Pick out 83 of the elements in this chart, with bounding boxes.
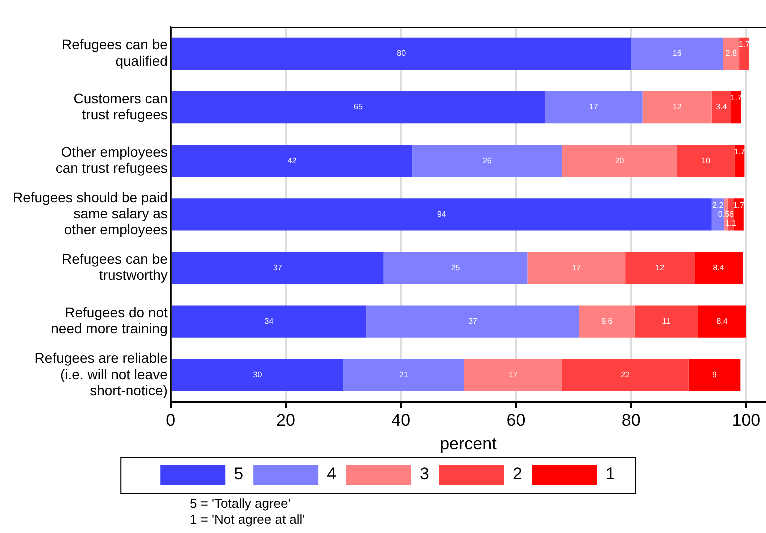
y-tick-label: Other employees can trust refugees [56, 144, 168, 176]
y-tick-label: Refugees should be paid same salary as other employees [12, 189, 168, 238]
data-label: 1.1 [725, 218, 738, 228]
x-tick-label: 80 [622, 411, 641, 430]
text: 5 = 'Totally agree' [190, 496, 292, 512]
data-label: 10 [702, 156, 712, 166]
data-label: 25 [451, 263, 461, 272]
legend-label: 3 [420, 464, 430, 484]
y-tick-label: Customers can trust refugees [74, 90, 168, 122]
bar [544, 91, 643, 124]
data-label: 42 [288, 156, 298, 166]
data-label: 22 [621, 370, 631, 380]
data-label: 16 [672, 49, 682, 58]
text: 1 = 'Not agree at all' [190, 512, 306, 528]
x-tick-label: 20 [276, 411, 296, 430]
data-label: 20 [615, 156, 625, 166]
bar [580, 306, 635, 338]
y-tick-label: Refugees do not need more training [51, 304, 168, 337]
bar [740, 38, 750, 70]
legend-label: 2 [512, 464, 522, 484]
bar [172, 359, 344, 392]
data-label: 17 [572, 263, 582, 272]
bar [464, 359, 562, 392]
data-label: 37 [273, 263, 283, 272]
bar [712, 91, 732, 124]
bar [698, 306, 746, 338]
data-label: 3.4 [716, 102, 728, 112]
data-label: 94 [437, 210, 447, 219]
data-label: 80 [397, 49, 407, 58]
bar [634, 306, 698, 338]
data-label: 9 [712, 370, 718, 380]
data-label: 12 [672, 102, 682, 112]
legend-label: 1 [606, 464, 616, 484]
data-label: 2.8 [726, 49, 738, 58]
data-label: 11 [662, 317, 672, 326]
data-label: 1.7 [733, 200, 746, 210]
x-tick-label: 0 [166, 411, 176, 430]
data-label: 8.4 [713, 263, 725, 272]
data-label: 21 [400, 370, 409, 380]
y-tick-label: Refugees can be trustworthy [62, 251, 168, 284]
y-tick-label: Refugees are reliable (i.e. will not leave short-notice) [34, 350, 168, 398]
bar [562, 359, 689, 392]
bar [626, 252, 695, 284]
x-tick-label: 60 [506, 411, 526, 430]
data-label: 8.4 [716, 317, 728, 326]
data-label: 12 [656, 263, 666, 272]
bar [734, 198, 744, 231]
data-label: 65 [354, 102, 364, 112]
bar [172, 252, 384, 284]
bar [642, 91, 712, 124]
bar [677, 145, 735, 178]
data-label: 37 [468, 317, 478, 326]
data-label: 9.6 [602, 317, 614, 326]
x-tick-label: 100 [732, 411, 761, 430]
data-label: 30 [253, 370, 263, 380]
bar [384, 252, 528, 284]
legend-label: 5 [234, 464, 244, 484]
bar [528, 252, 626, 284]
bar [631, 38, 724, 70]
bar [172, 91, 545, 124]
bar [723, 38, 740, 70]
data-label: 17 [589, 102, 599, 112]
bar [412, 145, 562, 178]
bar [366, 306, 580, 338]
legend-label: 4 [327, 464, 337, 484]
bar [172, 198, 712, 231]
data-label: 34 [264, 317, 274, 326]
data-label: 2.2 [712, 200, 724, 210]
bar [172, 306, 367, 338]
bar [688, 359, 741, 392]
data-label: 26 [482, 156, 492, 166]
bar [172, 145, 413, 178]
bar [172, 38, 632, 70]
data-label: 1.7 [738, 40, 751, 50]
data-label: 17 [508, 370, 518, 380]
bar [694, 252, 743, 284]
bar [344, 359, 464, 392]
x-tick-label: 40 [392, 411, 411, 430]
bar [731, 91, 742, 124]
data-label: 1.7 [730, 94, 742, 103]
y-tick-label: Refugees can be qualified [62, 36, 168, 69]
x-axis-title: percent [440, 434, 498, 454]
bar [562, 145, 678, 178]
